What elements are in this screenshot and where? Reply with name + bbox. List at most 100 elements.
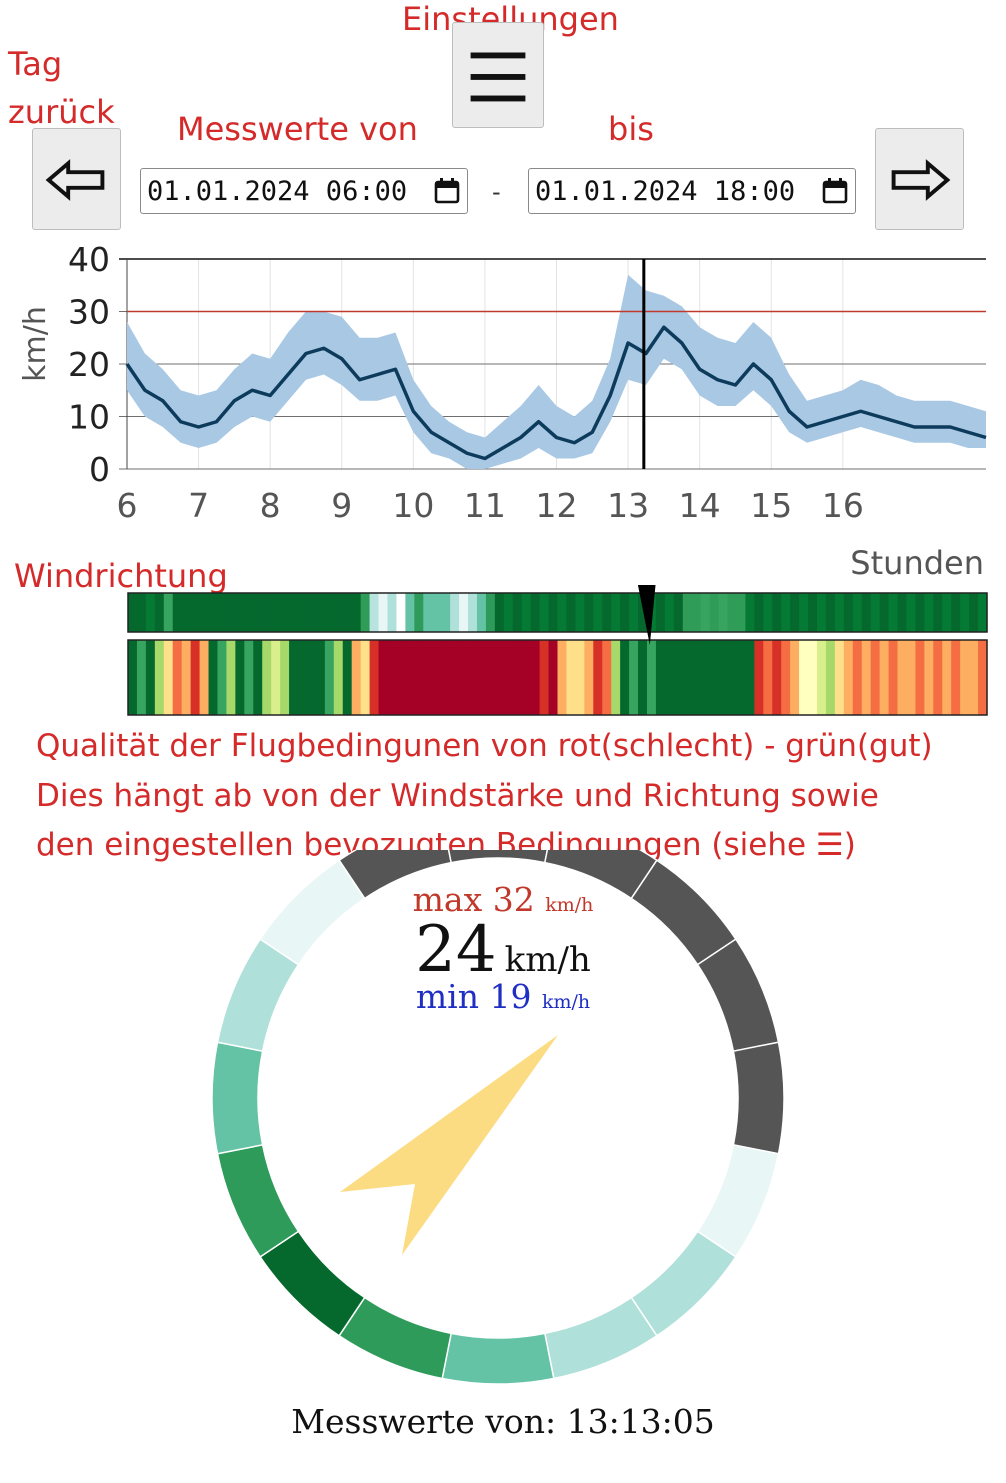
flight-quality-segment (396, 640, 406, 715)
wind-direction-segment (199, 593, 210, 632)
x-tick-label: 7 (188, 486, 209, 525)
to-annotation: bis (608, 110, 654, 148)
flight-quality-segment (575, 640, 585, 715)
flight-quality-segment (557, 640, 568, 715)
calendar-icon[interactable] (822, 178, 848, 204)
wind-direction-segment (459, 593, 469, 632)
flight-quality-segment (226, 640, 236, 715)
wind-direction-segment (843, 593, 854, 632)
flight-quality-segment (843, 640, 854, 715)
flight-quality-segment (951, 640, 961, 715)
time-marker-icon[interactable] (627, 585, 661, 645)
wind-direction-segment (727, 593, 738, 632)
flight-quality-segment (253, 640, 263, 715)
wind-direction-segment (172, 593, 183, 632)
flight-quality-segment (306, 640, 317, 715)
wind-direction-segment (539, 593, 550, 632)
flight-quality-segment (333, 640, 344, 715)
flight-quality-segment (942, 640, 952, 715)
flight-quality-segment (315, 640, 326, 715)
settings-menu-button[interactable] (452, 22, 544, 128)
wind-direction-segment (262, 593, 272, 632)
x-tick-label: 15 (750, 486, 792, 525)
flight-quality-segment (163, 640, 174, 715)
previous-day-button[interactable] (32, 128, 121, 230)
flight-quality-segment (262, 640, 272, 715)
wind-direction-segment (906, 593, 917, 632)
flight-quality-segment (387, 640, 398, 715)
wind-direction-segment (253, 593, 263, 632)
flight-quality-segment (244, 640, 254, 715)
from-annotation: Messwerte von (177, 110, 418, 148)
flight-quality-segment (298, 640, 308, 715)
flight-quality-segment (324, 640, 335, 715)
max-unit: km/h (545, 894, 594, 916)
ring-segment (259, 859, 366, 966)
flight-quality-segment (172, 640, 183, 715)
flight-quality-segment (629, 640, 639, 715)
wind-direction-segment (378, 593, 389, 632)
wind-direction-segment (485, 593, 496, 632)
flight-quality-segment (128, 640, 138, 715)
wind-direction-segment (638, 593, 648, 632)
wind-direction-segment (450, 593, 460, 632)
wind-direction-segment (682, 593, 693, 632)
flight-quality-segment (718, 640, 729, 715)
flight-quality-segment (709, 640, 720, 715)
wind-direction-segment (154, 593, 165, 632)
x-axis-label: Stunden (850, 544, 984, 582)
wind-direction-segment (414, 593, 424, 632)
min-label: min (415, 977, 479, 1016)
wind-speed-chart: 0 10 20 30 40 6 7 8 9 10 11 12 13 14 15 16 km/h Stunde… (18, 240, 987, 582)
wind-direction-annotation: Windrichtung (14, 557, 228, 595)
flight-quality-segment (432, 640, 442, 715)
flight-quality-segment (969, 640, 979, 715)
wind-direction-segment (315, 593, 326, 632)
flight-quality-segment (808, 640, 818, 715)
flight-quality-segment (888, 640, 899, 715)
flight-quality-segment (781, 640, 791, 715)
flight-quality-segment (745, 640, 755, 715)
y-tick-label: 20 (68, 345, 110, 384)
wind-direction-segment (145, 593, 156, 632)
from-datetime-input[interactable] (141, 169, 467, 213)
flight-quality-segment (682, 640, 693, 715)
max-value: 32 (492, 880, 535, 919)
wind-direction-segment (611, 593, 621, 632)
hamburger-icon (470, 52, 526, 102)
to-datetime-field[interactable] (528, 168, 856, 214)
flight-quality-segment (414, 640, 424, 715)
wind-direction-segment (584, 593, 594, 632)
gauge-max-row: max 32 km/h (0, 880, 1006, 919)
wind-direction-segment (226, 593, 236, 632)
flight-quality-segment (521, 640, 532, 715)
flight-quality-segment (933, 640, 943, 715)
flight-quality-segment (503, 640, 514, 715)
calendar-icon[interactable] (434, 178, 460, 204)
wind-direction-segment (369, 593, 380, 632)
flight-quality-segment (924, 640, 934, 715)
next-day-button[interactable] (875, 128, 964, 230)
flight-quality-segment (754, 640, 764, 715)
flight-quality-segment (602, 640, 612, 715)
flight-quality-segment (978, 640, 988, 715)
flight-quality-segment (834, 640, 845, 715)
wind-direction-segment (235, 593, 245, 632)
flight-quality-bar (128, 640, 988, 715)
wind-direction-segment (244, 593, 254, 632)
flight-quality-segment (199, 640, 210, 715)
wind-direction-segment (960, 593, 970, 632)
y-tick-label: 30 (68, 293, 110, 332)
y-axis-ticks: 0 10 20 30 40 (68, 240, 110, 489)
flight-quality-segment (208, 640, 219, 715)
from-datetime-field[interactable] (140, 168, 468, 214)
flight-quality-segment (494, 640, 505, 715)
wind-direction-segment (870, 593, 881, 632)
to-datetime-input[interactable] (529, 169, 855, 213)
wind-direction-segment (655, 593, 666, 632)
wind-direction-segment (557, 593, 568, 632)
wind-direction-segment (181, 593, 192, 632)
flight-quality-segment (664, 640, 675, 715)
wind-direction-segment (629, 593, 639, 632)
flight-quality-segment (360, 640, 371, 715)
